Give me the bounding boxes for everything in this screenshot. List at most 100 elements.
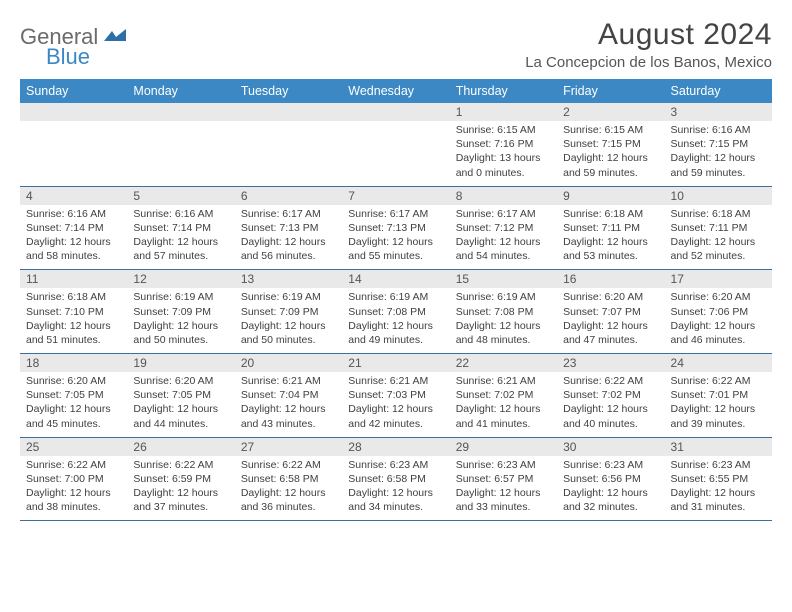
daylight-text-1: Daylight: 12 hours	[348, 319, 443, 333]
logo-word-blue: Blue	[46, 44, 90, 70]
day-number: 14	[342, 270, 449, 288]
sunrise-text: Sunrise: 6:23 AM	[563, 458, 658, 472]
day-body: Sunrise: 6:23 AMSunset: 6:57 PMDaylight:…	[450, 456, 557, 521]
sunset-text: Sunset: 6:59 PM	[133, 472, 228, 486]
location-text: La Concepcion de los Banos, Mexico	[525, 54, 772, 71]
sunset-text: Sunset: 7:09 PM	[241, 305, 336, 319]
day-body: Sunrise: 6:22 AMSunset: 6:58 PMDaylight:…	[235, 456, 342, 521]
header: General August 2024 La Concepcion de los…	[20, 18, 772, 71]
weekday-header: Monday	[127, 79, 234, 103]
calendar-table: SundayMondayTuesdayWednesdayThursdayFrid…	[20, 79, 772, 521]
day-body: Sunrise: 6:23 AMSunset: 6:55 PMDaylight:…	[665, 456, 772, 521]
day-number: 10	[665, 187, 772, 205]
sunrise-text: Sunrise: 6:16 AM	[26, 207, 121, 221]
day-number: 19	[127, 354, 234, 372]
calendar-cell: 20Sunrise: 6:21 AMSunset: 7:04 PMDayligh…	[235, 354, 342, 438]
day-body: Sunrise: 6:16 AMSunset: 7:14 PMDaylight:…	[127, 205, 234, 270]
calendar-cell: 10Sunrise: 6:18 AMSunset: 7:11 PMDayligh…	[665, 186, 772, 270]
daylight-text-1: Daylight: 12 hours	[563, 402, 658, 416]
sunset-text: Sunset: 7:02 PM	[563, 388, 658, 402]
month-title: August 2024	[525, 18, 772, 52]
calendar-week-row: 18Sunrise: 6:20 AMSunset: 7:05 PMDayligh…	[20, 354, 772, 438]
calendar-cell: 17Sunrise: 6:20 AMSunset: 7:06 PMDayligh…	[665, 270, 772, 354]
sunrise-text: Sunrise: 6:15 AM	[563, 123, 658, 137]
calendar-cell: 15Sunrise: 6:19 AMSunset: 7:08 PMDayligh…	[450, 270, 557, 354]
day-body: Sunrise: 6:18 AMSunset: 7:11 PMDaylight:…	[557, 205, 664, 270]
day-body	[342, 121, 449, 181]
sunset-text: Sunset: 7:07 PM	[563, 305, 658, 319]
daylight-text-2: and 57 minutes.	[133, 249, 228, 263]
sunrise-text: Sunrise: 6:23 AM	[456, 458, 551, 472]
calendar-cell: 21Sunrise: 6:21 AMSunset: 7:03 PMDayligh…	[342, 354, 449, 438]
day-number: 24	[665, 354, 772, 372]
sunrise-text: Sunrise: 6:15 AM	[456, 123, 551, 137]
daylight-text-2: and 38 minutes.	[26, 500, 121, 514]
day-number: 18	[20, 354, 127, 372]
calendar-cell: 16Sunrise: 6:20 AMSunset: 7:07 PMDayligh…	[557, 270, 664, 354]
day-number: 3	[665, 103, 772, 121]
logo-wave-icon	[104, 23, 126, 49]
daylight-text-2: and 54 minutes.	[456, 249, 551, 263]
calendar-week-row: 25Sunrise: 6:22 AMSunset: 7:00 PMDayligh…	[20, 437, 772, 521]
calendar-cell: 1Sunrise: 6:15 AMSunset: 7:16 PMDaylight…	[450, 103, 557, 186]
title-block: August 2024 La Concepcion de los Banos, …	[525, 18, 772, 71]
day-number: 21	[342, 354, 449, 372]
weekday-row: SundayMondayTuesdayWednesdayThursdayFrid…	[20, 79, 772, 103]
day-body	[20, 121, 127, 181]
weekday-header: Wednesday	[342, 79, 449, 103]
day-number: 7	[342, 187, 449, 205]
day-number: 4	[20, 187, 127, 205]
day-body: Sunrise: 6:20 AMSunset: 7:07 PMDaylight:…	[557, 288, 664, 353]
day-number: 11	[20, 270, 127, 288]
calendar-cell: 12Sunrise: 6:19 AMSunset: 7:09 PMDayligh…	[127, 270, 234, 354]
daylight-text-1: Daylight: 12 hours	[241, 319, 336, 333]
sunrise-text: Sunrise: 6:18 AM	[26, 290, 121, 304]
sunset-text: Sunset: 7:11 PM	[563, 221, 658, 235]
day-body: Sunrise: 6:23 AMSunset: 6:58 PMDaylight:…	[342, 456, 449, 521]
calendar-cell: 29Sunrise: 6:23 AMSunset: 6:57 PMDayligh…	[450, 437, 557, 521]
sunset-text: Sunset: 7:13 PM	[348, 221, 443, 235]
daylight-text-2: and 52 minutes.	[671, 249, 766, 263]
sunset-text: Sunset: 7:02 PM	[456, 388, 551, 402]
daylight-text-1: Daylight: 12 hours	[241, 235, 336, 249]
sunset-text: Sunset: 7:14 PM	[26, 221, 121, 235]
sunset-text: Sunset: 7:01 PM	[671, 388, 766, 402]
daylight-text-2: and 48 minutes.	[456, 333, 551, 347]
calendar-cell: 24Sunrise: 6:22 AMSunset: 7:01 PMDayligh…	[665, 354, 772, 438]
day-body: Sunrise: 6:20 AMSunset: 7:05 PMDaylight:…	[127, 372, 234, 437]
calendar-cell: 25Sunrise: 6:22 AMSunset: 7:00 PMDayligh…	[20, 437, 127, 521]
daylight-text-1: Daylight: 12 hours	[26, 319, 121, 333]
calendar-cell: 22Sunrise: 6:21 AMSunset: 7:02 PMDayligh…	[450, 354, 557, 438]
day-number: 16	[557, 270, 664, 288]
daylight-text-1: Daylight: 12 hours	[456, 402, 551, 416]
weekday-header: Friday	[557, 79, 664, 103]
sunset-text: Sunset: 7:06 PM	[671, 305, 766, 319]
daylight-text-2: and 51 minutes.	[26, 333, 121, 347]
daylight-text-2: and 43 minutes.	[241, 417, 336, 431]
sunset-text: Sunset: 7:04 PM	[241, 388, 336, 402]
daylight-text-2: and 34 minutes.	[348, 500, 443, 514]
daylight-text-1: Daylight: 12 hours	[671, 235, 766, 249]
sunset-text: Sunset: 7:14 PM	[133, 221, 228, 235]
day-number: 15	[450, 270, 557, 288]
day-body: Sunrise: 6:22 AMSunset: 7:01 PMDaylight:…	[665, 372, 772, 437]
sunrise-text: Sunrise: 6:21 AM	[241, 374, 336, 388]
daylight-text-1: Daylight: 12 hours	[456, 486, 551, 500]
day-body: Sunrise: 6:20 AMSunset: 7:06 PMDaylight:…	[665, 288, 772, 353]
day-number: 20	[235, 354, 342, 372]
daylight-text-2: and 0 minutes.	[456, 166, 551, 180]
day-number: 9	[557, 187, 664, 205]
calendar-cell: 3Sunrise: 6:16 AMSunset: 7:15 PMDaylight…	[665, 103, 772, 186]
sunrise-text: Sunrise: 6:19 AM	[241, 290, 336, 304]
sunset-text: Sunset: 7:13 PM	[241, 221, 336, 235]
daylight-text-2: and 32 minutes.	[563, 500, 658, 514]
weekday-header: Tuesday	[235, 79, 342, 103]
daylight-text-1: Daylight: 12 hours	[133, 319, 228, 333]
day-body: Sunrise: 6:21 AMSunset: 7:03 PMDaylight:…	[342, 372, 449, 437]
sunset-text: Sunset: 6:55 PM	[671, 472, 766, 486]
sunrise-text: Sunrise: 6:18 AM	[563, 207, 658, 221]
sunset-text: Sunset: 7:15 PM	[563, 137, 658, 151]
sunrise-text: Sunrise: 6:23 AM	[348, 458, 443, 472]
daylight-text-2: and 53 minutes.	[563, 249, 658, 263]
day-body: Sunrise: 6:18 AMSunset: 7:10 PMDaylight:…	[20, 288, 127, 353]
